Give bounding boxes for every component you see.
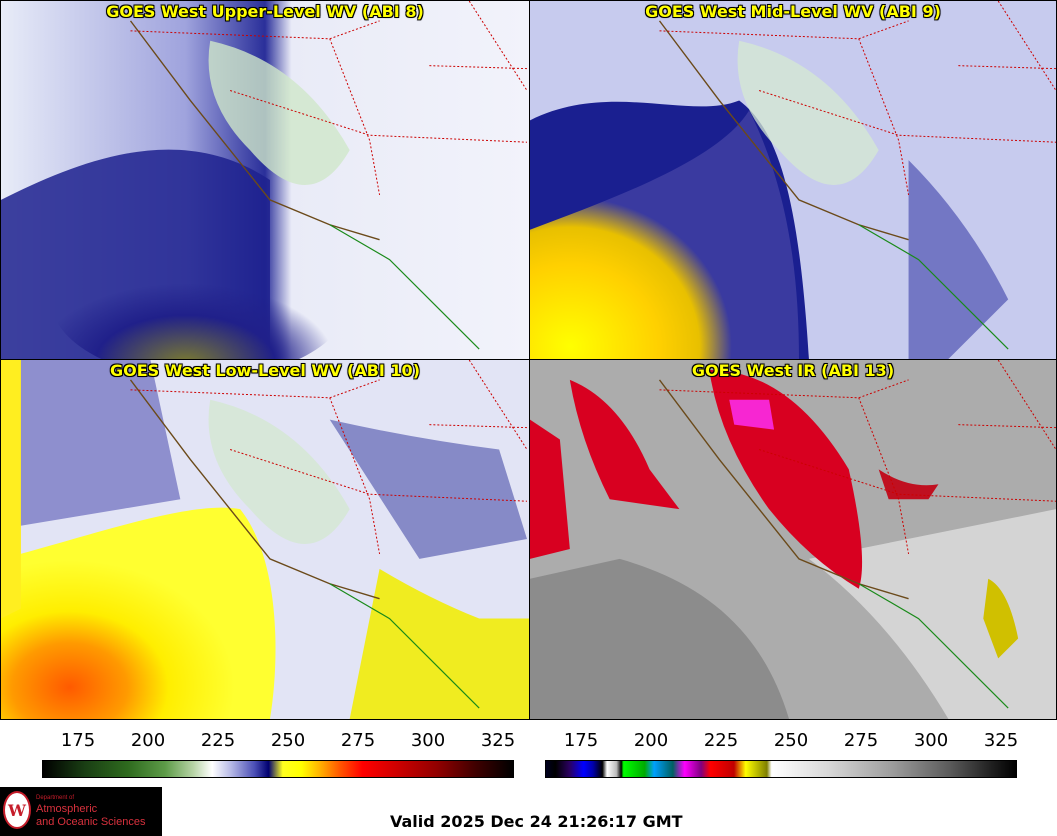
valid-time: Valid 2025 Dec 24 21:26:17 GMT bbox=[390, 812, 683, 831]
low-level-wv-panel: GOES West Low-Level WV (ABI 10) bbox=[0, 359, 530, 720]
wv-tick: 200 bbox=[130, 730, 166, 751]
uw-seal-icon: W bbox=[3, 791, 31, 829]
logo-line-1: Atmospheric bbox=[36, 803, 98, 815]
logo-line-2: and Oceanic Sciences bbox=[36, 816, 146, 828]
wv-tick: 275 bbox=[340, 730, 376, 751]
ir-tick: 175 bbox=[563, 730, 599, 751]
upper-level-wv-panel: GOES West Upper-Level WV (ABI 8) bbox=[0, 0, 530, 360]
wv-tick: 175 bbox=[60, 730, 96, 751]
wv-colorbar bbox=[42, 760, 514, 778]
logo-department: Department of bbox=[36, 795, 75, 801]
ir-tick: 275 bbox=[843, 730, 879, 751]
upper-level-wv-image bbox=[1, 1, 529, 359]
ir-tick: 225 bbox=[703, 730, 739, 751]
ir-colorbar bbox=[545, 760, 1017, 778]
ir-image bbox=[530, 360, 1056, 719]
panel-title-low-wv: GOES West Low-Level WV (ABI 10) bbox=[109, 361, 420, 380]
aos-logo: W Department of Atmospheric and Oceanic … bbox=[0, 787, 162, 836]
ir-tick: 200 bbox=[633, 730, 669, 751]
mid-level-wv-image bbox=[530, 1, 1056, 359]
wv-tick: 325 bbox=[480, 730, 516, 751]
wv-tick: 250 bbox=[270, 730, 306, 751]
ir-colorbar-ticks: 175 200 225 250 275 300 325 bbox=[545, 726, 1019, 760]
panel-title-ir: GOES West IR (ABI 13) bbox=[691, 361, 895, 380]
wv-colorbar-ticks: 175 200 225 250 275 300 325 bbox=[42, 726, 516, 760]
ir-tick: 250 bbox=[773, 730, 809, 751]
wv-tick: 300 bbox=[410, 730, 446, 751]
mid-level-wv-panel: GOES West Mid-Level WV (ABI 9) bbox=[529, 0, 1057, 360]
ir-tick: 325 bbox=[983, 730, 1019, 751]
wv-tick: 225 bbox=[200, 730, 236, 751]
ir-tick: 300 bbox=[913, 730, 949, 751]
low-level-wv-image bbox=[1, 360, 529, 719]
panel-title-mid-wv: GOES West Mid-Level WV (ABI 9) bbox=[645, 2, 941, 21]
ir-panel: GOES West IR (ABI 13) bbox=[529, 359, 1057, 720]
panel-title-upper-wv: GOES West Upper-Level WV (ABI 8) bbox=[106, 2, 424, 21]
